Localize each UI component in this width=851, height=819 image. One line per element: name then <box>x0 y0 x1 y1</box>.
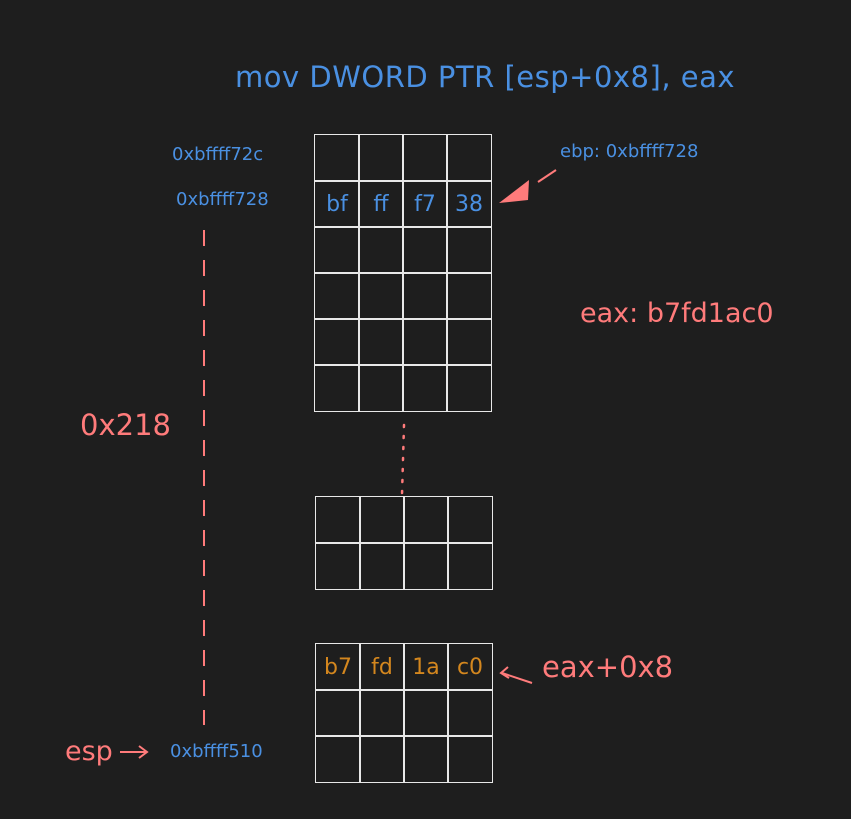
stack-cell <box>358 364 404 412</box>
stack-cell <box>358 134 404 182</box>
stack-cell <box>359 496 405 544</box>
ebp-annotation: ebp: 0xbffff728 <box>560 141 699 162</box>
stack-cell: b7 <box>315 643 361 691</box>
stack-cell: 38 <box>446 180 492 228</box>
stack-cell <box>314 364 360 412</box>
eax-annotation: eax: b7fd1ac0 <box>580 298 774 329</box>
stack-cell <box>358 318 404 366</box>
stack-cell <box>315 496 361 544</box>
stack-cell <box>403 735 449 783</box>
stack-cell <box>315 542 361 590</box>
stack-cell <box>403 496 449 544</box>
stack-block-top: bf ff f7 38 <box>314 134 492 412</box>
stack-cell <box>447 689 493 737</box>
stack-cell <box>403 689 449 737</box>
stack-cell: c0 <box>447 643 493 691</box>
stack-cell <box>314 226 360 274</box>
stack-cell <box>315 689 361 737</box>
stack-cell <box>446 226 492 274</box>
stack-cell <box>359 689 405 737</box>
esp-label: esp <box>65 736 113 767</box>
stack-cell <box>446 364 492 412</box>
stack-cell <box>403 542 449 590</box>
ebp-arrow <box>499 169 557 203</box>
stack-cell <box>402 272 448 320</box>
stack-cell <box>314 318 360 366</box>
eax-plus-8-label: eax+0x8 <box>542 650 674 684</box>
stack-cell: bf <box>314 180 360 228</box>
stack-cell: fd <box>359 643 405 691</box>
esp-arrow <box>120 745 149 759</box>
stack-cell <box>402 134 448 182</box>
address-ebp: 0xbffff728 <box>176 189 269 210</box>
eax-plus-8-arrow <box>499 666 533 684</box>
stack-cell <box>359 542 405 590</box>
address-top: 0xbffff72c <box>172 144 264 165</box>
stack-cell <box>314 272 360 320</box>
stack-cell <box>447 735 493 783</box>
stack-cell <box>402 364 448 412</box>
stack-cell <box>447 496 493 544</box>
stack-cell <box>315 735 361 783</box>
instruction-title: mov DWORD PTR [esp+0x8], eax <box>235 60 736 94</box>
stack-cell: ff <box>358 180 404 228</box>
stack-cell <box>402 318 448 366</box>
stack-cell <box>447 542 493 590</box>
stack-cell <box>358 226 404 274</box>
offset-label: 0x218 <box>80 408 171 442</box>
stack-cell <box>314 134 360 182</box>
stack-cell <box>446 134 492 182</box>
stack-block-bottom: b7 fd 1a c0 <box>315 643 493 783</box>
stack-cell <box>446 272 492 320</box>
stack-cell <box>402 226 448 274</box>
stack-gap-dots <box>400 423 406 497</box>
stack-block-middle <box>315 496 493 590</box>
stack-cell: 1a <box>403 643 449 691</box>
address-esp: 0xbffff510 <box>170 741 263 762</box>
stack-cell <box>359 735 405 783</box>
stack-cell: f7 <box>402 180 448 228</box>
stack-cell <box>358 272 404 320</box>
stack-cell <box>446 318 492 366</box>
